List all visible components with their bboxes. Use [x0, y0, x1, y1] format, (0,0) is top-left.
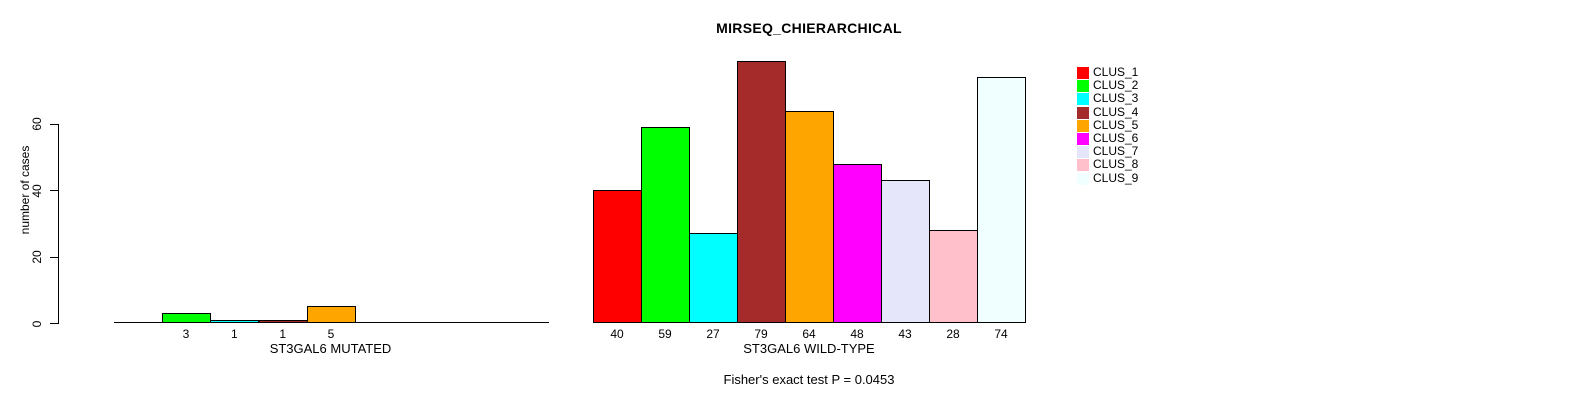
bar-clus_9 [977, 77, 1026, 323]
legend-label-clus_7: CLUS_7 [1093, 144, 1139, 159]
bar-value-label: 5 [327, 327, 335, 341]
legend-swatch-clus_8 [1077, 159, 1089, 172]
y-tick-label: 0 [30, 320, 44, 327]
x-axis-label-mutated: ST3GAL6 MUTATED [269, 341, 392, 356]
legend-swatch-clus_5 [1077, 119, 1089, 132]
legend-label-clus_1: CLUS_1 [1093, 65, 1139, 79]
bar-value-label: 74 [994, 327, 1008, 341]
bar-clus_2 [641, 127, 690, 323]
y-axis-tick [50, 323, 58, 324]
legend-swatch-clus_1 [1077, 67, 1089, 79]
bar-value-label: 1 [279, 327, 286, 341]
bar-value-label: 64 [802, 327, 816, 341]
bar-value-label: 3 [182, 327, 190, 341]
bar-clus_7 [881, 180, 930, 323]
bar-clus_6 [833, 163, 882, 323]
bar-value-label: 27 [706, 327, 720, 341]
legend-swatch-clus_9 [1077, 172, 1089, 185]
legend-label-clus_2: CLUS_2 [1093, 78, 1139, 93]
y-axis-tick [50, 123, 58, 125]
x-axis-label-wildtype: ST3GAL6 WILD-TYPE [743, 341, 875, 356]
legend-swatch-clus_6 [1077, 133, 1089, 145]
footnote: Fisher's exact test P = 0.0453 [723, 372, 895, 387]
legend-swatch-clus_4 [1077, 106, 1089, 119]
y-tick-label: 60 [30, 117, 44, 131]
y-axis-tick [50, 256, 58, 258]
legend-label-clus_3: CLUS_3 [1093, 91, 1139, 106]
bar-clus_3 [210, 319, 260, 323]
bar-clus_2 [161, 313, 212, 323]
bar-value-label: 59 [658, 327, 672, 341]
legend-label-clus_5: CLUS_5 [1093, 117, 1139, 132]
bar-value-label: 28 [946, 327, 960, 341]
legend-label-clus_9: CLUS_9 [1093, 170, 1139, 185]
bar-clus_5 [785, 110, 834, 323]
bar-value-label: 43 [898, 327, 912, 341]
legend-label-clus_6: CLUS_6 [1093, 131, 1139, 145]
bar-clus_1 [593, 190, 642, 323]
y-axis-line [58, 123, 59, 324]
bar-clus_4 [258, 319, 308, 323]
bar-value-label: 1 [230, 327, 238, 341]
bar-clus_5 [306, 306, 357, 323]
y-tick-label: 40 [30, 184, 44, 198]
legend-label-clus_8: CLUS_8 [1093, 157, 1139, 172]
y-tick-label: 20 [30, 250, 44, 264]
bar-value-label: 40 [610, 327, 624, 341]
legend-swatch-clus_3 [1077, 93, 1089, 106]
legend-swatch-clus_2 [1077, 80, 1089, 93]
bar-clus_8 [929, 230, 978, 323]
bar-value-label: 48 [850, 327, 864, 341]
y-axis-tick [50, 190, 58, 192]
legend-label-clus_4: CLUS_4 [1093, 104, 1139, 119]
legend-swatch-clus_7 [1077, 146, 1089, 159]
bar-value-label: 79 [754, 327, 768, 341]
chart-title: MIRSEQ_CHIERARCHICAL [716, 20, 902, 36]
bar-clus_3 [689, 233, 738, 323]
bar-clus_4 [737, 60, 786, 323]
